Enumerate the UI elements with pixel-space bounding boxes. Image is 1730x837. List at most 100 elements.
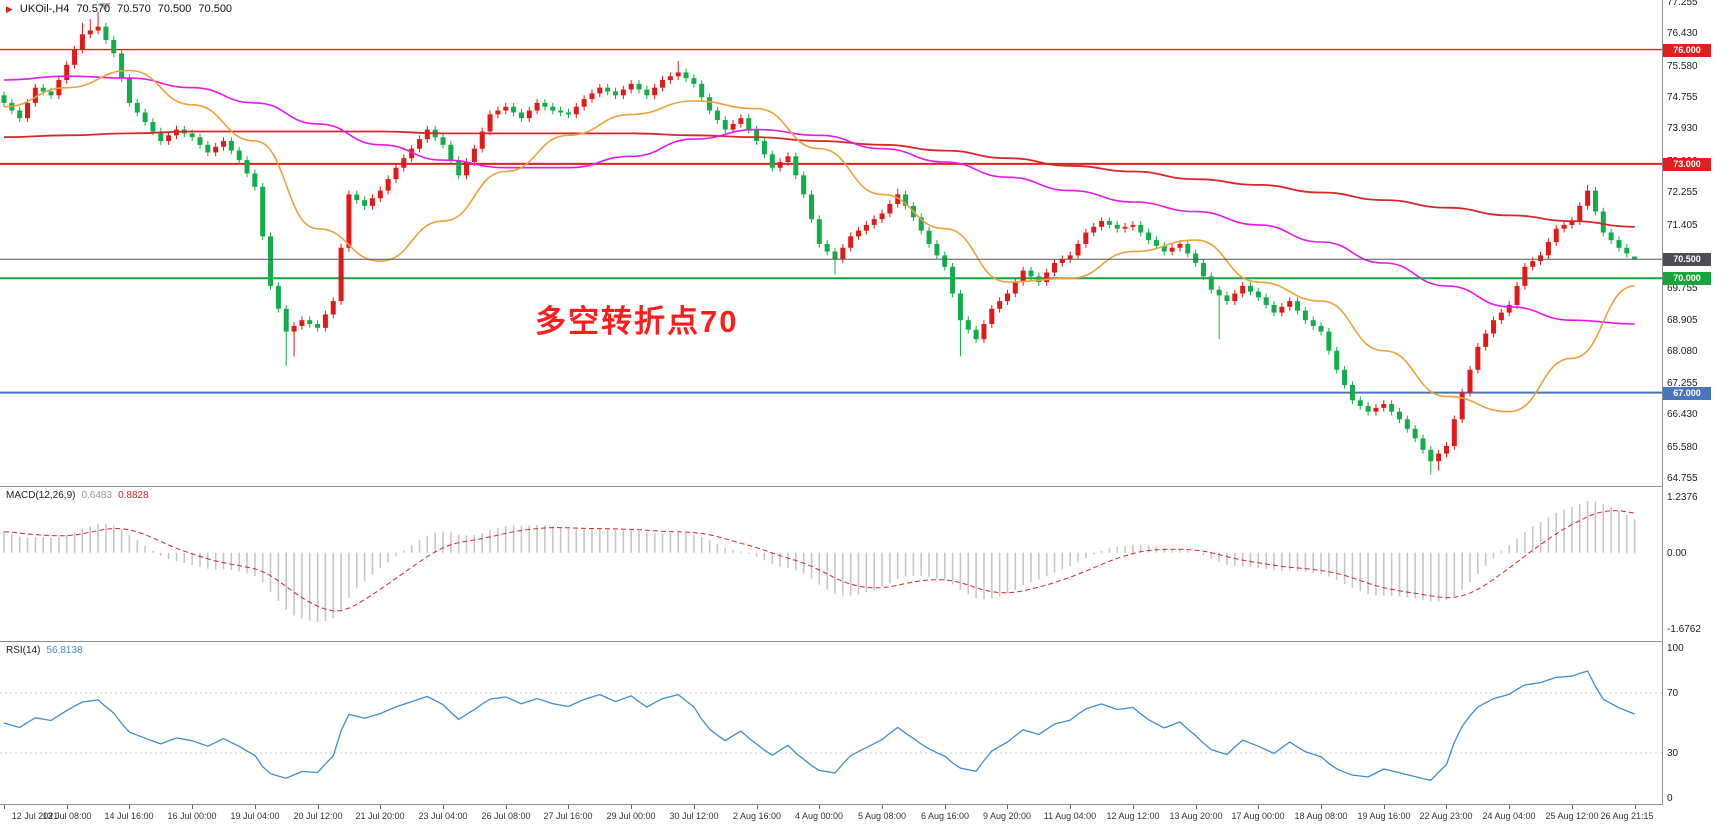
price-axis-label: 74.755 — [1667, 92, 1698, 103]
time-axis-label: 12 Aug 12:00 — [1106, 811, 1160, 821]
time-tick — [1258, 805, 1259, 809]
current-price-badge: 70.500 — [1663, 253, 1711, 266]
rsi-axis-label: 70 — [1667, 688, 1679, 699]
macd-value: 0.6483 — [81, 490, 113, 501]
time-axis-label: 24 Aug 04:00 — [1482, 811, 1536, 821]
time-axis[interactable]: 12 Jul 2021 13 Jul 08:00 14 Jul 16:00 16 Ju… — [0, 805, 1730, 837]
ma-fast-line[interactable] — [3, 69, 1635, 413]
rsi-value: 56.8138 — [46, 645, 83, 656]
ma-medium-line[interactable] — [3, 75, 1635, 325]
time-tick — [819, 805, 820, 809]
time-axis-label: 26 Aug 21:15 — [1600, 811, 1654, 821]
time-tick — [1446, 805, 1447, 809]
panel-separator — [0, 641, 1730, 642]
macd-axis-label: -1.6762 — [1667, 624, 1701, 635]
time-tick — [1196, 805, 1197, 809]
ma-slow-line[interactable] — [3, 130, 1635, 228]
rsi-axis-label: 0 — [1667, 793, 1673, 804]
time-tick — [4, 805, 5, 809]
macd-panel[interactable]: MACD(12,26,9) 0.6483 0.8828 — [0, 487, 1662, 641]
candlestick-series — [1, 11, 1638, 475]
time-axis-label: 21 Jul 20:00 — [355, 811, 405, 821]
time-tick — [757, 805, 758, 809]
chart-shift-icon — [99, 3, 111, 11]
price-axis-label: 64.755 — [1667, 473, 1698, 484]
time-tick — [318, 805, 319, 809]
main-chart-panel[interactable] — [0, 0, 1662, 486]
price-badge-76.000: 76.000 — [1663, 44, 1711, 57]
macd-axis-label: 1.2376 — [1667, 492, 1698, 503]
time-axis-label: 4 Aug 00:00 — [794, 811, 844, 821]
price-axis-label: 73.930 — [1667, 123, 1698, 134]
time-axis-label: 22 Aug 23:00 — [1419, 811, 1473, 821]
time-tick — [1509, 805, 1510, 809]
rsi-axis-label: 30 — [1667, 748, 1679, 759]
time-axis-label: 18 Aug 08:00 — [1294, 811, 1348, 821]
macd-canvas[interactable] — [0, 487, 1662, 641]
time-tick — [1635, 805, 1636, 809]
time-axis-label: 27 Jul 16:00 — [543, 811, 593, 821]
axis-separator — [1662, 0, 1663, 837]
price-axis-label: 75.580 — [1667, 61, 1698, 72]
price-axis-label: 72.255 — [1667, 187, 1698, 198]
time-axis-label: 14 Jul 16:00 — [104, 811, 154, 821]
time-axis-label: 29 Jul 00:00 — [606, 811, 656, 821]
price-axis-label: 77.255 — [1667, 0, 1698, 8]
time-tick — [568, 805, 569, 809]
time-tick — [694, 805, 695, 809]
ohlc-header: ▶ UKOil-,H4 70.570 70.570 70.500 70.500 — [6, 3, 232, 15]
price-axis[interactable]: 77.25576.43075.58074.75573.93073.08072.2… — [1663, 0, 1730, 805]
rsi-axis-label: 100 — [1667, 643, 1684, 654]
macd-signal-line — [3, 510, 1635, 612]
time-axis-label: 9 Aug 20:00 — [982, 811, 1032, 821]
price-axis-label: 68.905 — [1667, 315, 1698, 326]
time-tick — [129, 805, 130, 809]
time-axis-label: 19 Aug 16:00 — [1357, 811, 1411, 821]
rsi-canvas[interactable] — [0, 642, 1662, 804]
time-axis-label: 11 Aug 04:00 — [1043, 811, 1097, 821]
high-value: 70.570 — [117, 3, 151, 15]
time-tick — [506, 805, 507, 809]
time-axis-label: 2 Aug 16:00 — [732, 811, 782, 821]
time-tick — [192, 805, 193, 809]
symbol-marker-icon: ▶ — [6, 3, 13, 14]
time-tick — [631, 805, 632, 809]
low-value: 70.500 — [157, 3, 192, 15]
time-tick — [1572, 805, 1573, 809]
time-axis-label: 23 Jul 04:00 — [418, 811, 468, 821]
price-axis-label: 71.405 — [1667, 220, 1698, 231]
price-chart-canvas[interactable] — [0, 0, 1662, 486]
time-axis-label: 6 Aug 16:00 — [920, 811, 970, 821]
price-axis-label: 68.080 — [1667, 346, 1698, 357]
time-axis-label: 20 Jul 12:00 — [293, 811, 343, 821]
time-axis-label: 17 Aug 00:00 — [1231, 811, 1285, 821]
price-axis-label: 66.430 — [1667, 409, 1698, 420]
panel-separator — [0, 486, 1730, 487]
time-tick — [1133, 805, 1134, 809]
time-axis-label: 5 Aug 08:00 — [857, 811, 907, 821]
time-tick — [380, 805, 381, 809]
time-tick — [67, 805, 68, 809]
time-tick — [1384, 805, 1385, 809]
price-badge-70.000: 70.000 — [1663, 272, 1711, 285]
time-axis-label: 26 Jul 08:00 — [481, 811, 531, 821]
macd-name: MACD(12,26,9) — [6, 490, 76, 501]
time-tick — [443, 805, 444, 809]
price-axis-label: 69.755 — [1667, 283, 1698, 294]
symbol-timeframe-label: UKOil-,H4 — [19, 3, 70, 15]
time-axis-label: 13 Jul 08:00 — [42, 811, 92, 821]
close-value: 70.500 — [198, 3, 233, 15]
rsi-panel[interactable]: RSI(14) 56.8138 — [0, 642, 1662, 804]
time-tick — [882, 805, 883, 809]
time-axis-label: 30 Jul 12:00 — [669, 811, 719, 821]
macd-axis-label: 0.00 — [1667, 548, 1687, 559]
time-axis-label: 16 Jul 00:00 — [167, 811, 217, 821]
rsi-line — [3, 670, 1635, 782]
price-axis-label: 67.255 — [1667, 378, 1698, 389]
price-axis-label: 76.430 — [1667, 28, 1698, 39]
time-axis-label: 13 Aug 20:00 — [1169, 811, 1223, 821]
price-badge-73.000: 73.000 — [1663, 158, 1711, 171]
time-tick — [1321, 805, 1322, 809]
price-badge-67.000: 67.000 — [1663, 387, 1711, 400]
